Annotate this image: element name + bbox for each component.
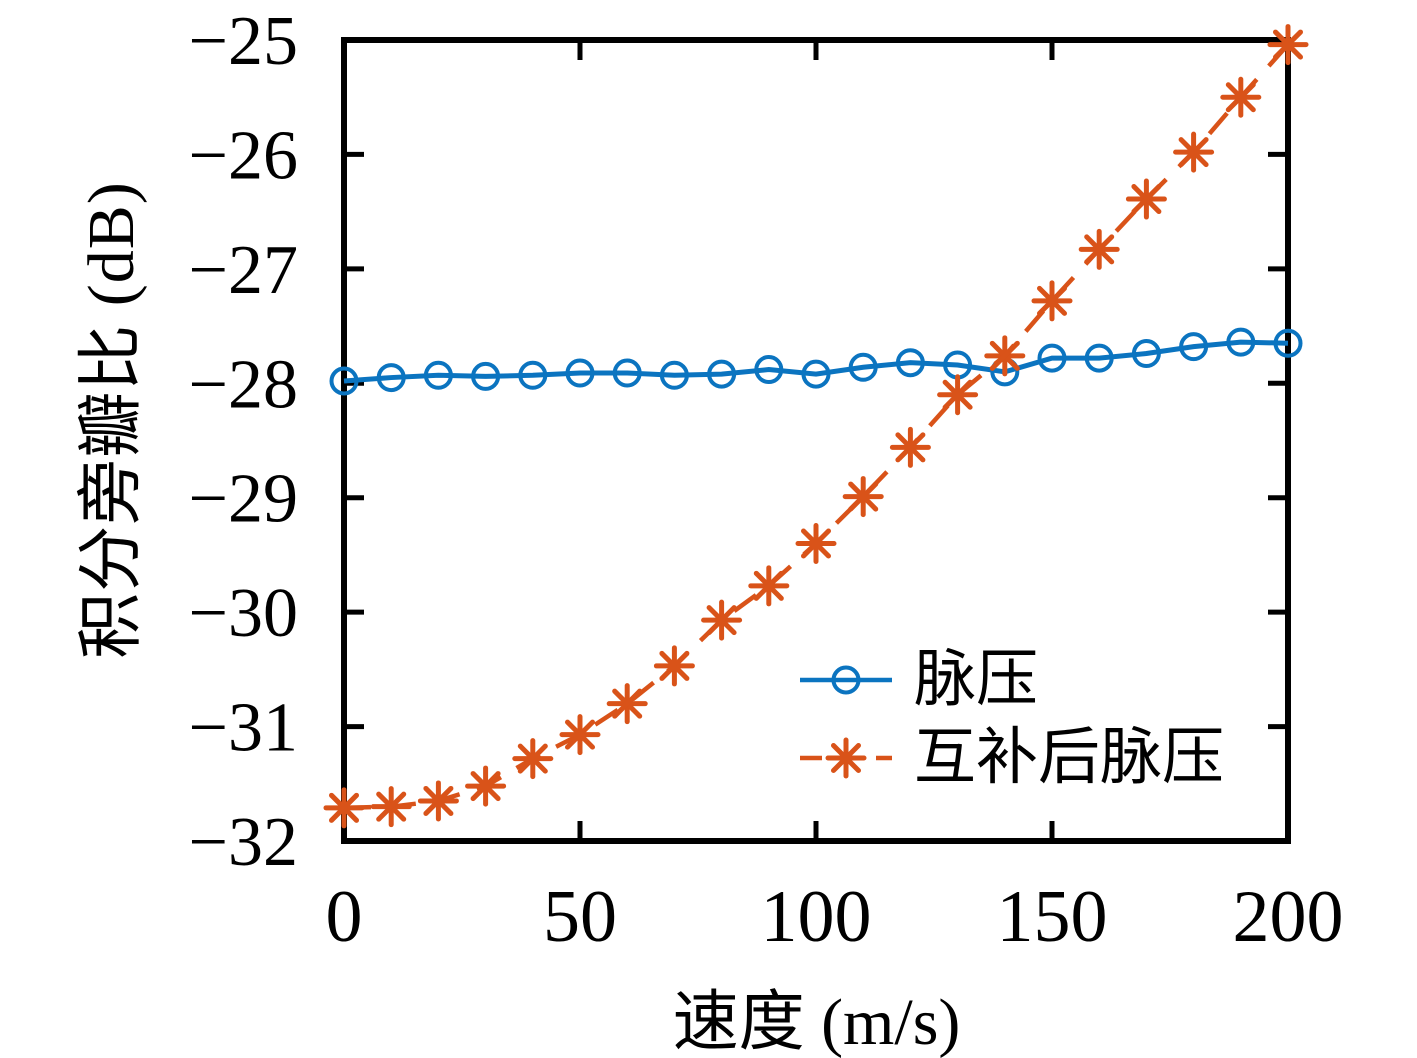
asterisk-marker-icon xyxy=(984,335,1026,377)
circle-marker-icon xyxy=(376,363,406,393)
series-line xyxy=(343,339,1289,384)
asterisk-marker-icon xyxy=(1220,76,1262,118)
asterisk-marker-icon xyxy=(1173,131,1215,173)
x-tick-label: 150 xyxy=(997,876,1108,958)
legend-item-pulse-compression: 脉压 xyxy=(798,645,1224,715)
asterisk-marker-icon xyxy=(842,476,884,518)
asterisk-marker-icon xyxy=(1031,280,1073,322)
y-tick-label: −29 xyxy=(189,461,298,538)
circle-marker-icon xyxy=(1273,328,1303,358)
circle-marker-icon xyxy=(831,665,861,695)
x-tick-label: 200 xyxy=(1233,876,1344,958)
circle-marker-icon xyxy=(565,358,595,388)
asterisk-marker-icon xyxy=(512,738,554,780)
y-tick-label: −30 xyxy=(189,575,298,652)
circle-marker-icon xyxy=(707,359,737,389)
circle-marker-icon xyxy=(423,360,453,390)
asterisk-marker-icon xyxy=(889,426,931,468)
y-tick-label: −31 xyxy=(189,690,298,767)
circle-marker-icon xyxy=(1226,327,1256,357)
legend-item-complemented-pulse-compression: 互补后脉压 xyxy=(798,723,1224,793)
asterisk-marker-icon xyxy=(1078,228,1120,270)
legend-line-circle-icon xyxy=(800,665,892,695)
circle-marker-icon xyxy=(518,360,548,390)
asterisk-marker-icon xyxy=(1125,178,1167,220)
asterisk-marker-icon xyxy=(323,787,365,829)
circle-marker-icon xyxy=(895,348,925,378)
y-tick-label: −28 xyxy=(189,346,298,423)
asterisk-marker-icon xyxy=(606,683,648,725)
asterisk-marker-icon xyxy=(559,714,601,756)
x-axis-label: 速度 (m/s) xyxy=(672,986,961,1058)
asterisk-marker-icon xyxy=(1267,24,1309,66)
circle-marker-icon xyxy=(1037,343,1067,373)
y-tick-label: −25 xyxy=(189,3,298,80)
y-tick-label: −26 xyxy=(189,117,298,194)
asterisk-marker-icon xyxy=(795,522,837,564)
x-tick-label: 50 xyxy=(543,876,617,958)
asterisk-marker-icon xyxy=(701,599,743,641)
asterisk-marker-icon xyxy=(370,786,412,828)
circle-marker-icon xyxy=(1131,339,1161,369)
asterisk-marker-icon xyxy=(653,645,695,687)
x-tick-label: 0 xyxy=(326,876,363,958)
circle-marker-icon xyxy=(848,352,878,382)
asterisk-marker-icon xyxy=(825,737,867,779)
legend: 脉压 互补后脉压 xyxy=(798,645,1224,793)
circle-marker-icon xyxy=(754,355,784,385)
legend-label: 脉压 xyxy=(914,646,1039,714)
circle-marker-icon xyxy=(612,358,642,388)
asterisk-marker-icon xyxy=(748,565,790,607)
circle-marker-icon xyxy=(471,361,501,391)
legend-line-asterisk-icon xyxy=(800,737,892,779)
y-tick-label: −27 xyxy=(189,232,298,309)
asterisk-marker-icon xyxy=(417,780,459,822)
circle-marker-icon xyxy=(329,366,359,396)
legend-label: 互补后脉压 xyxy=(914,724,1225,792)
circle-marker-icon xyxy=(1084,343,1114,373)
y-axis-label: 积分旁瓣比 (dB) xyxy=(75,181,148,659)
x-tick-label: 100 xyxy=(761,876,872,958)
y-tick-label: −32 xyxy=(189,804,298,881)
asterisk-marker-icon xyxy=(937,374,979,416)
circle-marker-icon xyxy=(801,359,831,389)
asterisk-marker-icon xyxy=(465,765,507,807)
circle-marker-icon xyxy=(659,360,689,390)
circle-marker-icon xyxy=(1179,332,1209,362)
